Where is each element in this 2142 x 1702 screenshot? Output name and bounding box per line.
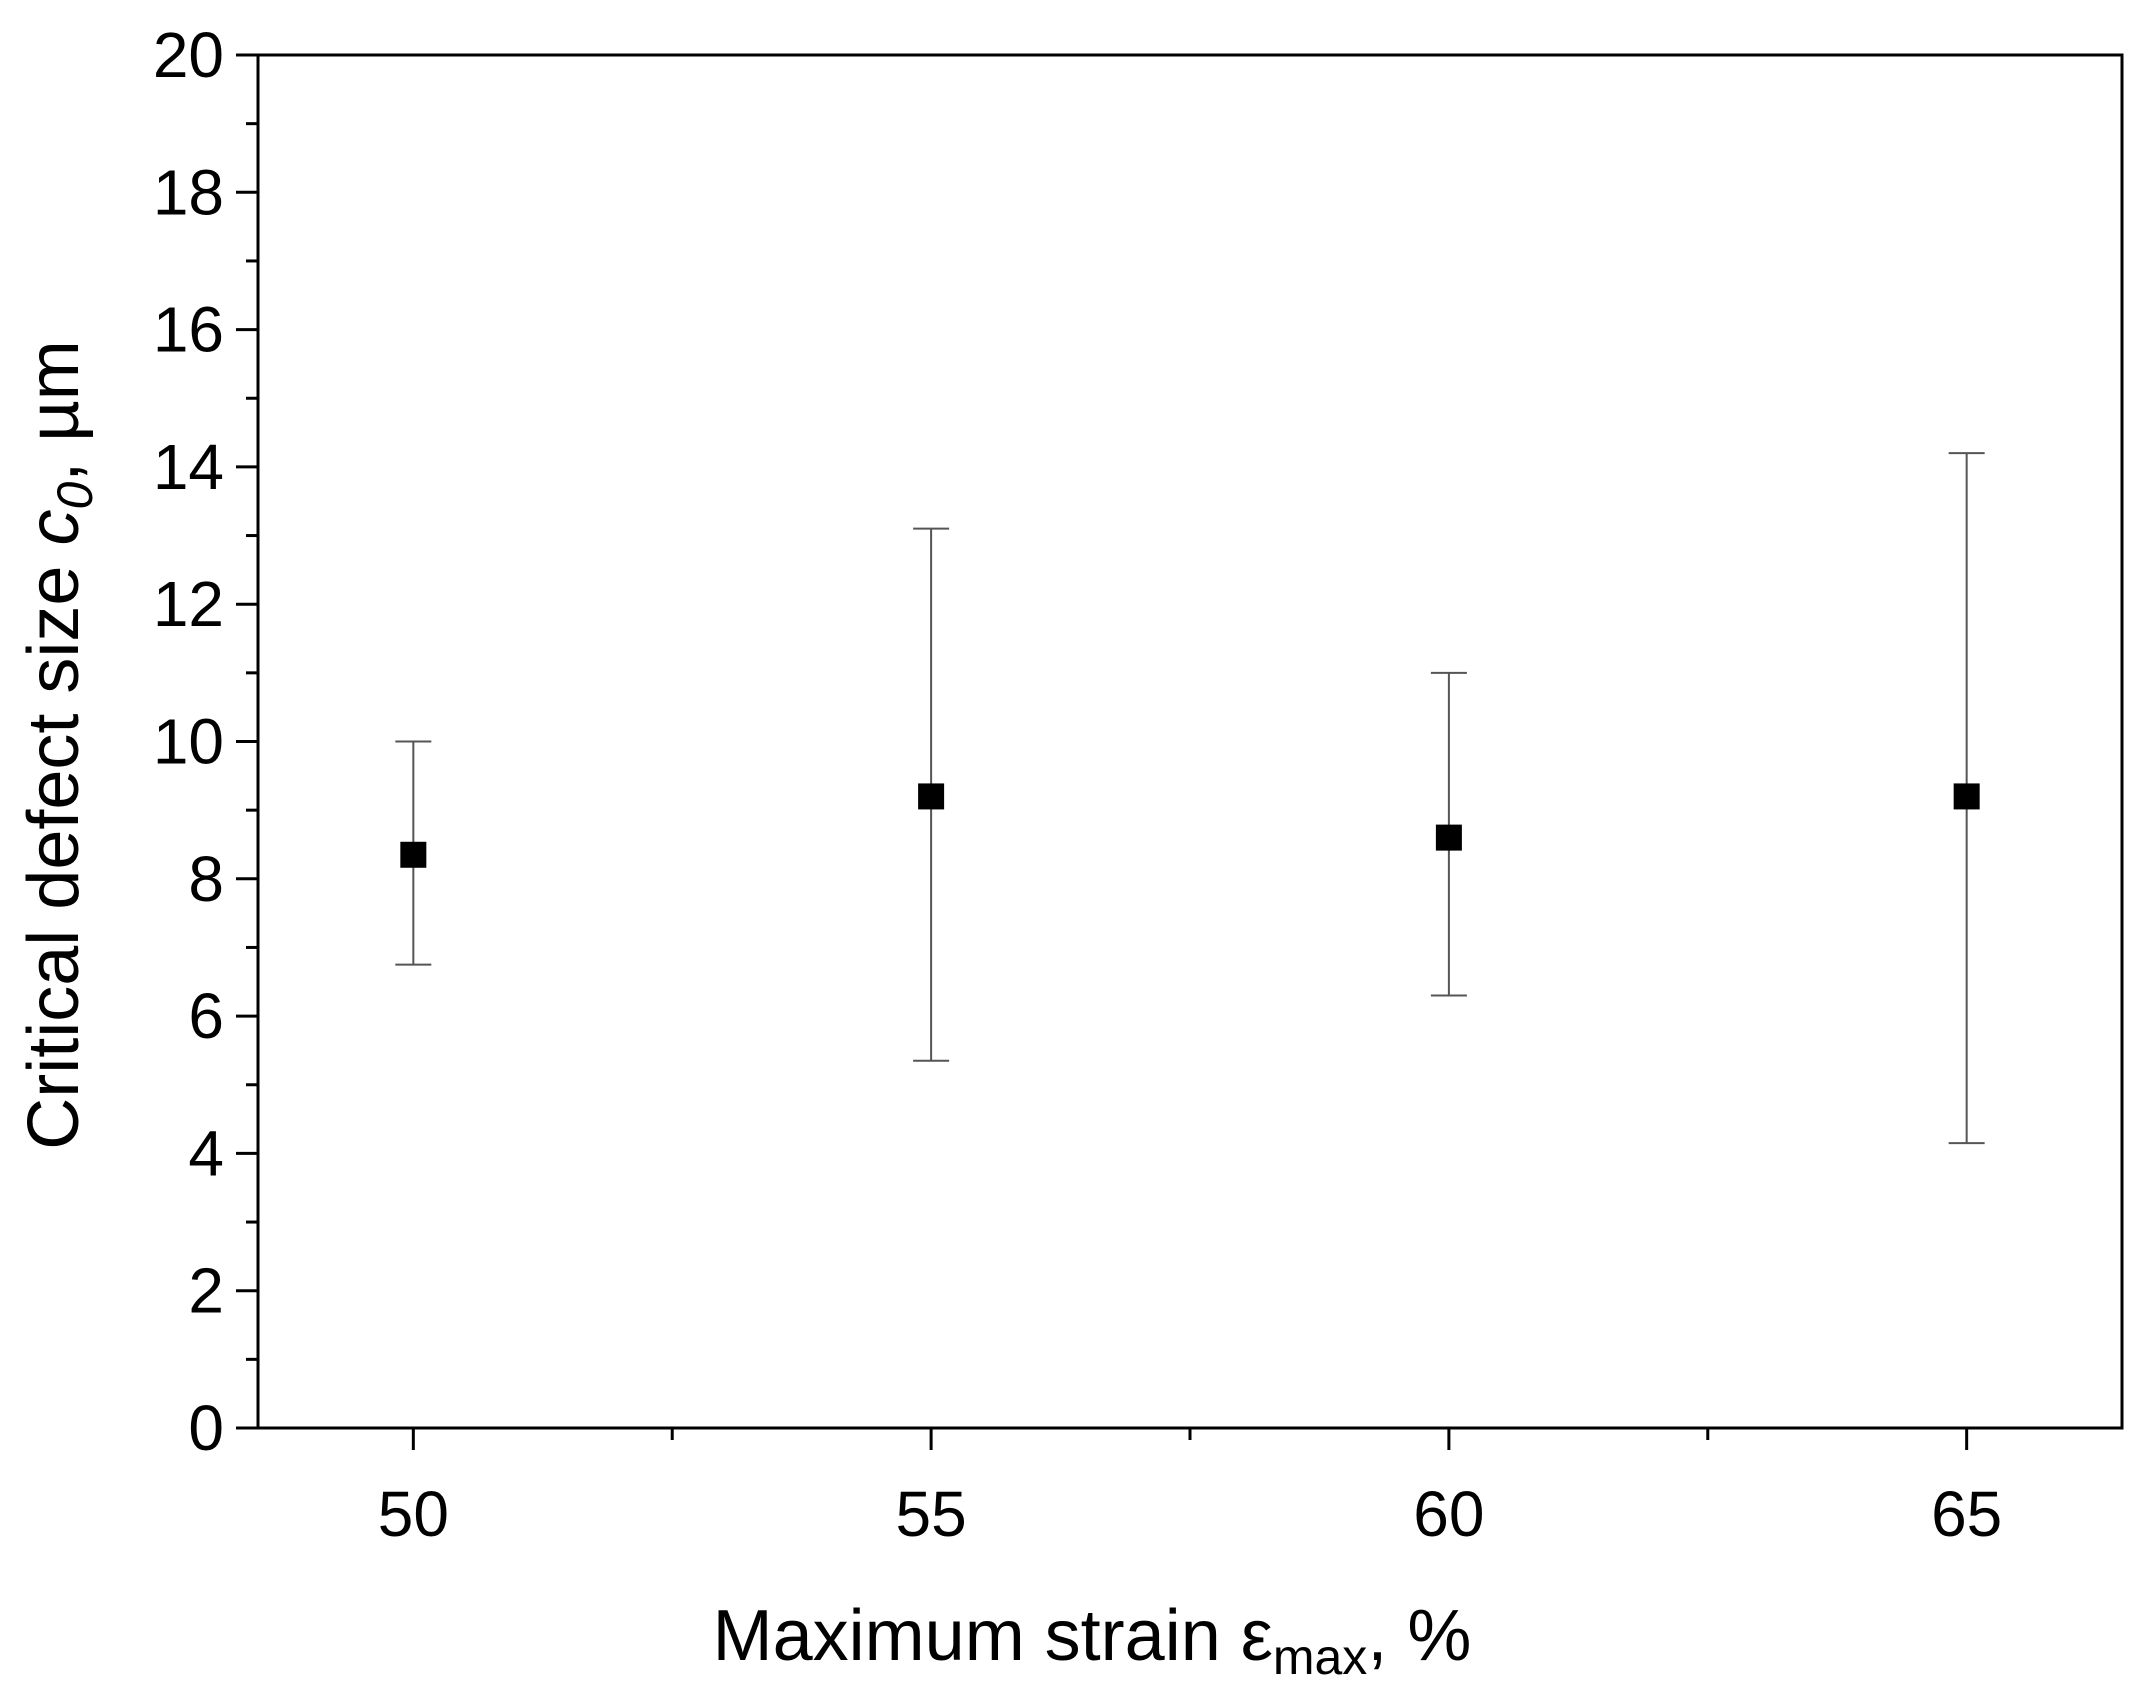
data-point-group — [913, 527, 950, 1062]
y-tick-label: 16 — [153, 294, 224, 366]
y-tick-label: 20 — [153, 19, 224, 91]
y-axis-title-main: Critical defect size — [14, 546, 94, 1150]
y-tick-label: 12 — [153, 568, 224, 640]
x-tick-label: 65 — [1931, 1478, 2002, 1550]
y-tick-label: 2 — [188, 1255, 224, 1327]
x-tick-label: 55 — [896, 1478, 967, 1550]
y-axis-title-subscript: 0 — [47, 482, 103, 510]
x-axis-title-suffix: , % — [1367, 1596, 1471, 1676]
y-tick-label: 8 — [188, 843, 224, 915]
x-axis-title-main: Maximum strain ε — [713, 1596, 1273, 1676]
y-tick-label: 0 — [188, 1392, 224, 1464]
plot-frame — [256, 53, 2124, 1430]
data-point-marker — [918, 783, 945, 810]
data-point-group — [395, 740, 432, 966]
y-axis-title-italic: c — [14, 510, 94, 546]
y-tick-label: 18 — [153, 156, 224, 228]
data-point-marker — [1953, 783, 1980, 810]
y-tick-label: 4 — [188, 1117, 224, 1189]
x-axis-title-subscript: max — [1273, 1629, 1367, 1685]
x-tick-label: 50 — [378, 1478, 449, 1550]
y-axis-title: Critical defect size c0, µm — [14, 340, 103, 1149]
data-point-group — [1430, 671, 1467, 997]
x-axis-title: Maximum strain εmax, % — [713, 1596, 1472, 1685]
y-axis-title-suffix: , µm — [14, 340, 94, 481]
x-tick-label: 60 — [1413, 1478, 1484, 1550]
data-point-marker — [400, 841, 427, 868]
y-tick-label: 6 — [188, 980, 224, 1052]
axes: 0 2 4 6 8 10 12 14 16 18 20 50 55 60 65 — [153, 19, 2124, 1550]
data-point-group — [1948, 452, 1985, 1145]
data-point-marker — [1435, 824, 1462, 851]
y-tick-label: 10 — [153, 706, 224, 778]
plot-area — [395, 452, 1985, 1145]
y-tick-label: 14 — [153, 431, 224, 503]
